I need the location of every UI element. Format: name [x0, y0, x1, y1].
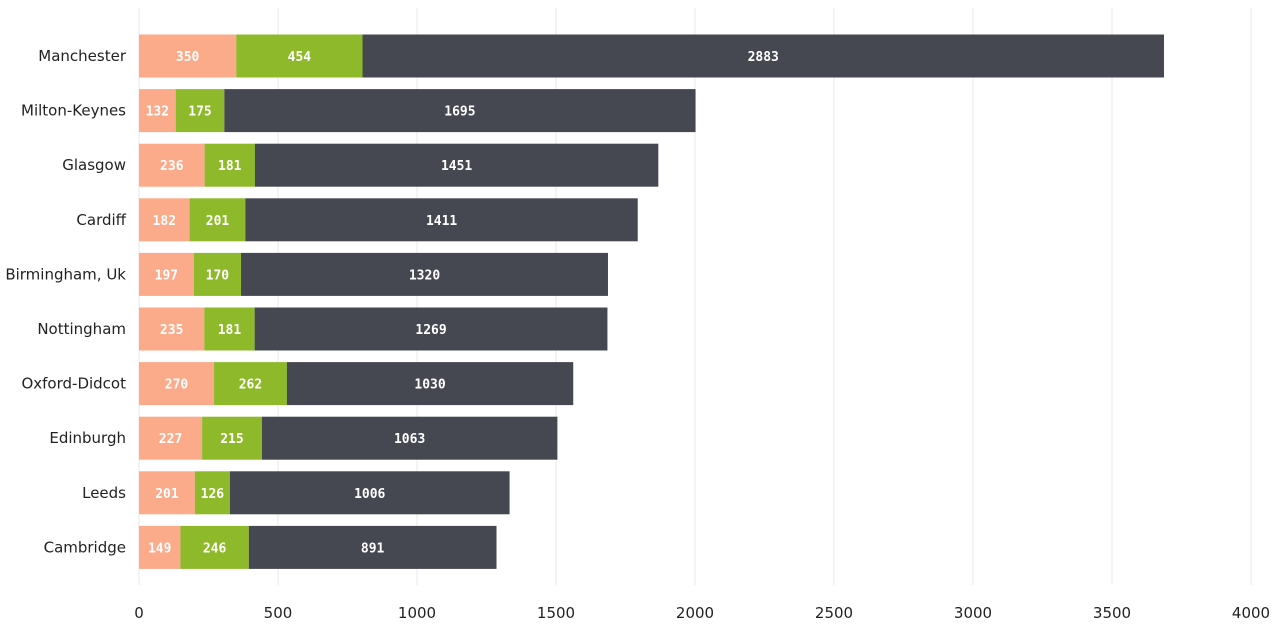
- bar-glasgow-segment-3: [254, 143, 659, 187]
- category-axis-labels: Manchester Milton-Keynes Glasgow Cardiff Bir…: [5, 47, 127, 556]
- bar-label-birmingham-uk-segment-3: 1320: [409, 268, 440, 283]
- x-tick-label-0: 0: [134, 604, 144, 622]
- bar-milton-keynes-segment-3: [224, 89, 696, 133]
- category-label-manchester: Manchester: [38, 47, 127, 65]
- bar-label-manchester-segment-1: 350: [176, 50, 200, 65]
- bar-label-cardiff-segment-3: 1411: [426, 214, 457, 229]
- x-tick-label-1500: 1500: [537, 604, 575, 622]
- category-label-birmingham-uk: Birmingham, Uk: [5, 265, 126, 283]
- bar-edinburgh-segment-3: [261, 416, 558, 460]
- bar-leeds-segment-1: [139, 471, 195, 515]
- bar-label-glasgow-segment-2: 181: [218, 159, 242, 174]
- bar-manchester-segment-3: [362, 34, 1164, 78]
- bar-manchester-segment-2: [236, 34, 363, 78]
- category-label-milton-keynes: Milton-Keynes: [21, 102, 126, 120]
- x-tick-label-2500: 2500: [815, 604, 853, 622]
- bar-edinburgh-segment-2: [202, 416, 262, 460]
- bar-label-edinburgh-segment-2: 215: [220, 432, 243, 447]
- category-label-cardiff: Cardiff: [76, 211, 126, 229]
- bar-label-nottingham-segment-3: 1269: [415, 323, 446, 338]
- bar-label-milton-keynes-segment-2: 175: [188, 105, 211, 120]
- bar-label-birmingham-uk-segment-1: 197: [155, 268, 178, 283]
- bar-nottingham-segment-2: [204, 307, 255, 351]
- bar-label-cambridge-segment-3: 891: [361, 541, 385, 556]
- bar-label-leeds-segment-1: 201: [155, 487, 179, 502]
- x-tick-label-4000: 4000: [1232, 604, 1270, 622]
- bar-label-manchester-segment-2: 454: [288, 50, 312, 65]
- bar-label-cambridge-segment-1: 149: [148, 541, 171, 556]
- x-tick-label-3500: 3500: [1093, 604, 1131, 622]
- bar-label-cambridge-segment-2: 246: [203, 541, 227, 556]
- bar-label-cardiff-segment-2: 201: [206, 214, 230, 229]
- bar-birmingham-uk-segment-2: [193, 252, 242, 296]
- bar-glasgow-segment-1: [139, 143, 205, 187]
- bar-milton-keynes-segment-2: [175, 89, 225, 133]
- category-label-glasgow: Glasgow: [62, 156, 126, 174]
- category-label-edinburgh: Edinburgh: [49, 429, 126, 447]
- bar-birmingham-uk-segment-3: [241, 252, 608, 296]
- bar-label-cardiff-segment-1: 182: [153, 214, 176, 229]
- x-tick-label-1000: 1000: [398, 604, 436, 622]
- bar-label-edinburgh-segment-1: 227: [159, 432, 182, 447]
- x-tick-label-2000: 2000: [676, 604, 714, 622]
- bar-label-glasgow-segment-3: 1451: [441, 159, 472, 174]
- bar-label-nottingham-segment-1: 235: [160, 323, 183, 338]
- bar-label-nottingham-segment-2: 181: [218, 323, 242, 338]
- bar-value-labels: 350 454 2883 132 175 1695 236 181 1451 182 201 1411…: [146, 50, 779, 556]
- bar-label-oxford-didcot-segment-1: 270: [165, 378, 189, 393]
- bar-label-leeds-segment-2: 126: [201, 487, 225, 502]
- x-tick-label-500: 500: [264, 604, 293, 622]
- bar-label-leeds-segment-3: 1006: [354, 487, 385, 502]
- bar-label-oxford-didcot-segment-3: 1030: [414, 378, 445, 393]
- bar-nottingham-segment-1: [139, 307, 205, 351]
- bar-cambridge-segment-2: [180, 525, 249, 569]
- bar-label-manchester-segment-3: 2883: [748, 50, 779, 65]
- bar-milton-keynes-segment-1: [139, 89, 176, 133]
- bars: [139, 34, 1164, 569]
- bar-cardiff-segment-3: [245, 198, 638, 242]
- bar-label-birmingham-uk-segment-2: 170: [206, 268, 230, 283]
- bar-birmingham-uk-segment-1: [139, 252, 194, 296]
- x-axis-tick-labels: 0 500 1000 1500 2000 2500 3000 3500 4000: [134, 604, 1270, 622]
- bar-label-milton-keynes-segment-1: 132: [146, 105, 169, 120]
- bar-oxford-didcot-segment-3: [286, 362, 574, 406]
- bar-label-edinburgh-segment-3: 1063: [394, 432, 425, 447]
- category-label-nottingham: Nottingham: [37, 320, 126, 338]
- bar-cardiff-segment-2: [189, 198, 246, 242]
- bar-cambridge-segment-1: [139, 525, 181, 569]
- bar-nottingham-segment-3: [254, 307, 608, 351]
- bar-cardiff-segment-1: [139, 198, 190, 242]
- bar-oxford-didcot-segment-2: [214, 362, 287, 406]
- bar-oxford-didcot-segment-1: [139, 362, 215, 406]
- bar-glasgow-segment-2: [204, 143, 255, 187]
- x-tick-label-3000: 3000: [954, 604, 992, 622]
- bar-cambridge-segment-3: [248, 525, 497, 569]
- bar-leeds-segment-2: [194, 471, 230, 515]
- category-label-cambridge: Cambridge: [44, 538, 126, 556]
- bar-leeds-segment-3: [229, 471, 510, 515]
- bar-label-glasgow-segment-1: 236: [160, 159, 184, 174]
- bar-manchester-segment-1: [139, 34, 237, 78]
- category-label-oxford-didcot: Oxford-Didcot: [21, 375, 126, 393]
- bar-label-milton-keynes-segment-3: 1695: [444, 105, 475, 120]
- bar-label-oxford-didcot-segment-2: 262: [239, 378, 262, 393]
- category-label-leeds: Leeds: [82, 484, 126, 502]
- bar-edinburgh-segment-1: [139, 416, 203, 460]
